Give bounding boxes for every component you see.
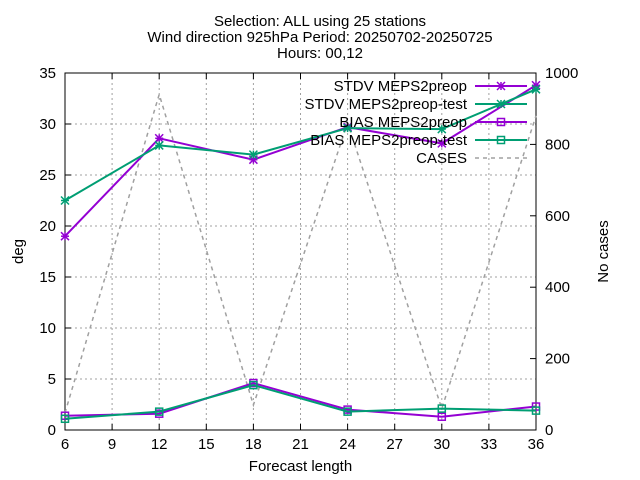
series-stdv-meps2preop-point [437, 138, 447, 148]
y2-tick-label: 600 [545, 208, 570, 225]
series-stdv-meps2preop-test-point [343, 123, 353, 133]
legend-bias-meps2preop: BIAS MEPS2preop [339, 114, 527, 131]
series-stdv-meps2preop-point [154, 133, 164, 143]
x-tick-label: 12 [151, 436, 168, 453]
legend-label: CASES [416, 150, 467, 167]
legend-swatch-point [496, 135, 506, 145]
series-bias-meps2preop-point [437, 412, 447, 421]
series-bias-meps2preop-test-point [343, 407, 352, 416]
x-tick-label: 9 [108, 436, 116, 453]
legend-swatch-point [496, 117, 506, 127]
series-stdv-meps2preop-test-point [248, 150, 258, 160]
y2-tick-label: 200 [545, 351, 570, 368]
series-bias-meps2preop-test-point [60, 414, 70, 424]
series-cases [64, 91, 537, 414]
axis-ticks: 6 9 12 15 18 21 24 27 30 33 3605101520253035020040… [39, 65, 578, 453]
legend-stdv-meps2preop-test: STDV MEPS2preop-test [304, 96, 527, 113]
x-axis-label: Forecast length [249, 458, 352, 475]
series-stdv-meps2preop-test-point [531, 84, 541, 94]
x-tick-label: 30 [433, 436, 450, 453]
y2-tick-label: 1000 [545, 65, 578, 82]
legend-label: STDV MEPS2preop-test [304, 96, 467, 113]
x-tick-label: 36 [528, 436, 545, 453]
legend-stdv-meps2preop: STDV MEPS2preop [334, 78, 527, 95]
series-bias-meps2preop-test-point [437, 404, 447, 413]
series-bias-meps2preop-test-point [249, 380, 258, 390]
x-tick-label: 6 [61, 436, 69, 453]
series-bias-meps2preop-test-point [531, 406, 541, 415]
series-stdv-meps2preop-test-point [154, 140, 164, 150]
y-axis-label: deg [10, 239, 27, 264]
legend-label: BIAS MEPS2preop-test [310, 132, 468, 149]
series-cases-line [64, 91, 537, 414]
y2-tick-label: 0 [545, 422, 553, 439]
x-tick-label: 21 [292, 436, 309, 453]
y-tick-label: 10 [39, 320, 56, 337]
series-stdv-meps2preop-test [60, 84, 541, 206]
x-tick-label: 15 [198, 436, 215, 453]
x-tick-label: 18 [245, 436, 262, 453]
y-tick-label: 25 [39, 167, 56, 184]
x-tick-label: 33 [481, 436, 498, 453]
y2-tick-label: 800 [545, 136, 570, 153]
chart-title-line: Hours: 00,12 [277, 45, 363, 62]
y-tick-label: 35 [39, 65, 56, 82]
legend-swatch-point [496, 99, 506, 109]
legend-label: STDV MEPS2preop [334, 78, 467, 95]
series-stdv-meps2preop-test-line [64, 88, 537, 202]
legend-swatch-point [496, 81, 506, 91]
y-tick-label: 20 [39, 218, 56, 235]
chart-title-line: Wind direction 925hPa Period: 20250702-2… [147, 29, 492, 46]
series-stdv-meps2preop-point [60, 231, 70, 241]
x-tick-label: 27 [386, 436, 403, 453]
legend-bias-meps2preop-test: BIAS MEPS2preop-test [310, 132, 527, 149]
chart-title-line: Selection: ALL using 25 stations [214, 13, 426, 30]
series-lines [60, 80, 541, 424]
legend-label: BIAS MEPS2preop [339, 114, 467, 131]
y-tick-label: 30 [39, 116, 56, 133]
x-tick-label: 24 [339, 436, 356, 453]
series-stdv-meps2preop-test-point [437, 124, 447, 134]
series-bias-meps2preop-test [60, 380, 541, 424]
y2-axis-label: No cases [595, 220, 612, 283]
legend-cases: CASES [416, 150, 527, 167]
y2-tick-label: 400 [545, 279, 570, 296]
series-bias-meps2preop-line [64, 382, 537, 418]
grid [65, 73, 536, 430]
y-tick-label: 15 [39, 269, 56, 286]
y-tick-label: 0 [48, 422, 56, 439]
series-bias-meps2preop-test-point [154, 407, 164, 416]
series-bias-meps2preop-test-line [64, 384, 537, 420]
y-tick-label: 5 [48, 371, 56, 388]
series-stdv-meps2preop-test-point [60, 195, 70, 206]
